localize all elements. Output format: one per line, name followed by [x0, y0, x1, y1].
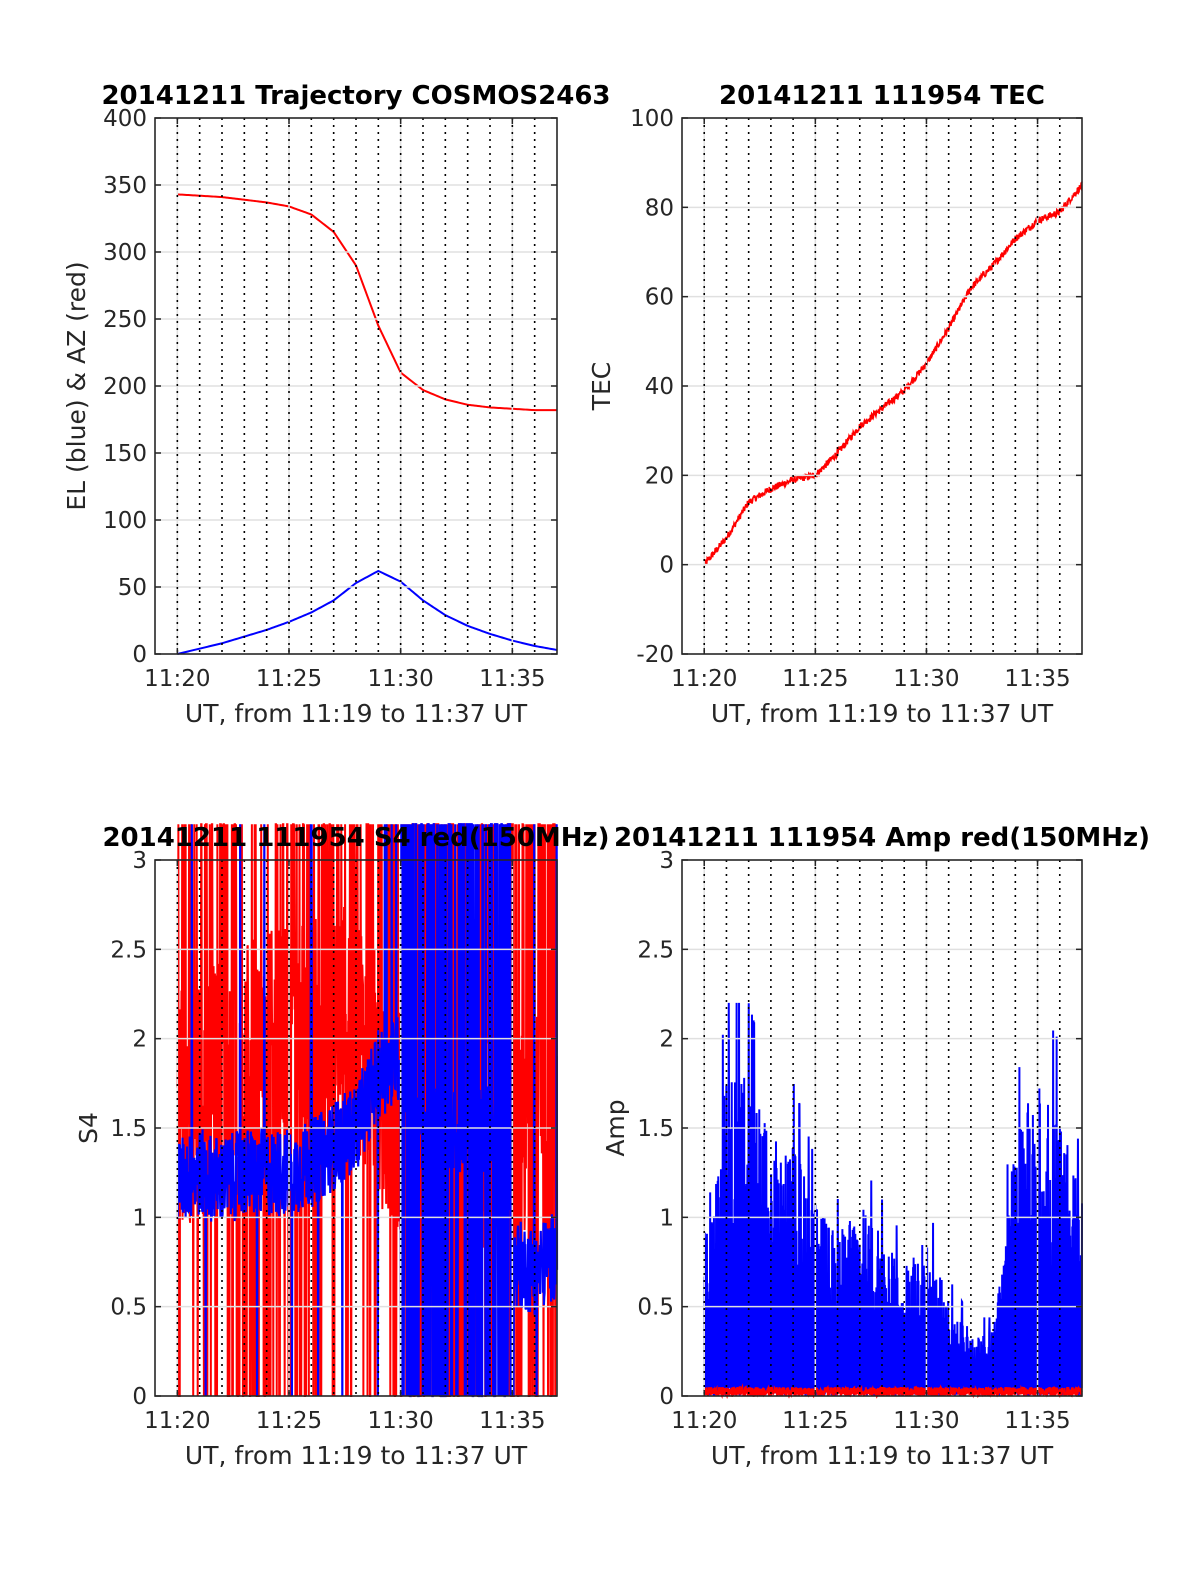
tec-series-0: [703, 181, 1083, 566]
amp-x-axis-label: UT, from 11:19 to 11:37 UT: [711, 1441, 1054, 1470]
tec-title: 20141211 111954 TEC: [719, 81, 1045, 111]
s4-y-axis-label: S4: [74, 1112, 103, 1144]
tec-y-tick-label-0: -20: [636, 642, 674, 668]
s4-ticks: 0 0.5 1 1.5 2 2.5 3 11:20 11:25 11:30 11:35: [110, 848, 557, 1434]
amp-title: 20141211 111954 Amp red(150MHz): [614, 823, 1150, 853]
s4-series: [176, 823, 559, 1398]
trajectory-grid: [155, 118, 557, 654]
s4-y-tick-label-6: 3: [132, 848, 147, 874]
amp-grid: [682, 860, 1082, 1396]
trajectory-panel: 0 50 100 150 200 250 300 350 400 11:20 11:25 11:30 1…: [62, 81, 611, 728]
tec-y-tick-label-5: 80: [645, 195, 674, 221]
trajectory-y-tick-label-6: 300: [103, 240, 147, 266]
amp-y-tick-label-0: 0: [659, 1384, 674, 1410]
amp-y-tick-label-5: 2.5: [637, 937, 674, 963]
trajectory-series-0: [177, 569, 558, 655]
trajectory-y-axis-label: EL (blue) & AZ (red): [62, 261, 91, 510]
trajectory-title: 20141211 Trajectory COSMOS2463: [101, 81, 610, 111]
amp-panel: 0 0.5 1 1.5 2 2.5 3 11:20 11:25 11:30 11:35 201412…: [601, 823, 1150, 1470]
s4-y-tick-label-1: 0.5: [110, 1295, 147, 1321]
trajectory-y-tick-label-1: 50: [118, 575, 147, 601]
s4-panel: 0 0.5 1 1.5 2 2.5 3 11:20 11:25 11:30 11:35 201412…: [74, 823, 610, 1470]
amp-y-axis-label: Amp: [601, 1099, 630, 1156]
amp-series: [703, 1002, 1083, 1400]
s4-y-tick-label-2: 1: [132, 1205, 147, 1231]
trajectory-x-tick-label-3: 11:35: [479, 666, 545, 692]
trajectory-y-tick-label-2: 100: [103, 508, 147, 534]
trajectory-y-tick-label-0: 0: [132, 642, 147, 668]
tec-grid: [682, 118, 1082, 654]
amp-y-tick-label-4: 2: [659, 1027, 674, 1053]
s4-x-axis-label: UT, from 11:19 to 11:37 UT: [185, 1441, 528, 1470]
amp-series-1: [703, 1383, 1083, 1400]
amp-x-tick-label-3: 11:35: [1004, 1408, 1070, 1434]
trajectory-x-tick-label-1: 11:25: [256, 666, 322, 692]
tec-y-tick-label-3: 40: [645, 374, 674, 400]
tec-y-axis-label: TEC: [587, 362, 616, 412]
trajectory-y-tick-label-4: 200: [103, 374, 147, 400]
tec-x-tick-label-0: 11:20: [671, 666, 737, 692]
trajectory-x-axis-label: UT, from 11:19 to 11:37 UT: [185, 699, 528, 728]
amp-x-tick-label-0: 11:20: [671, 1408, 737, 1434]
s4-x-tick-label-1: 11:25: [256, 1408, 322, 1434]
amp-y-tick-label-3: 1.5: [637, 1116, 674, 1142]
trajectory-x-tick-label-0: 11:20: [144, 666, 210, 692]
tec-y-tick-label-1: 0: [659, 553, 674, 579]
s4-y-tick-label-5: 2.5: [110, 937, 147, 963]
tec-x-tick-label-3: 11:35: [1004, 666, 1070, 692]
amp-y-tick-label-6: 3: [659, 848, 674, 874]
amp-y-tick-label-2: 1: [659, 1205, 674, 1231]
tec-x-tick-label-2: 11:30: [893, 666, 959, 692]
s4-x-tick-label-0: 11:20: [144, 1408, 210, 1434]
tec-y-tick-label-4: 60: [645, 285, 674, 311]
tec-y-tick-label-6: 100: [630, 106, 674, 132]
s4-y-tick-label-3: 1.5: [110, 1116, 147, 1142]
trajectory-y-tick-label-7: 350: [103, 173, 147, 199]
s4-y-tick-label-0: 0: [132, 1384, 147, 1410]
tec-series: [703, 181, 1083, 566]
trajectory-x-tick-label-2: 11:30: [368, 666, 434, 692]
tec-x-axis-label: UT, from 11:19 to 11:37 UT: [711, 699, 1054, 728]
amp-x-tick-label-1: 11:25: [782, 1408, 848, 1434]
s4-x-tick-label-2: 11:30: [368, 1408, 434, 1434]
s4-series-1: [176, 823, 559, 1398]
amp-series-0: [703, 1002, 1083, 1396]
trajectory-y-tick-label-3: 150: [103, 441, 147, 467]
amp-y-tick-label-1: 0.5: [637, 1295, 674, 1321]
s4-x-tick-label-3: 11:35: [479, 1408, 545, 1434]
trajectory-series-1: [177, 193, 557, 412]
tec-ticks: -20 0 20 40 60 80 100 11:20 11:25 11:30 11:35: [630, 106, 1082, 692]
trajectory-y-tick-label-5: 250: [103, 307, 147, 333]
amp-x-tick-label-2: 11:30: [893, 1408, 959, 1434]
s4-title: 20141211 111954 S4 red(150MHz): [102, 823, 609, 853]
trajectory-ticks: 0 50 100 150 200 250 300 350 400 11:20 11:25 11:30 1…: [103, 106, 557, 692]
tec-x-tick-label-1: 11:25: [782, 666, 848, 692]
tec-panel: -20 0 20 40 60 80 100 11:20 11:25 11:30 11:35 2014…: [587, 81, 1083, 728]
tec-y-tick-label-2: 20: [645, 463, 674, 489]
s4-y-tick-label-4: 2: [132, 1027, 147, 1053]
trajectory-series: [177, 193, 558, 655]
s4-grid: [155, 860, 557, 1396]
amp-ticks: 0 0.5 1 1.5 2 2.5 3 11:20 11:25 11:30 11:35: [637, 848, 1082, 1434]
trajectory-y-tick-label-8: 400: [103, 106, 147, 132]
